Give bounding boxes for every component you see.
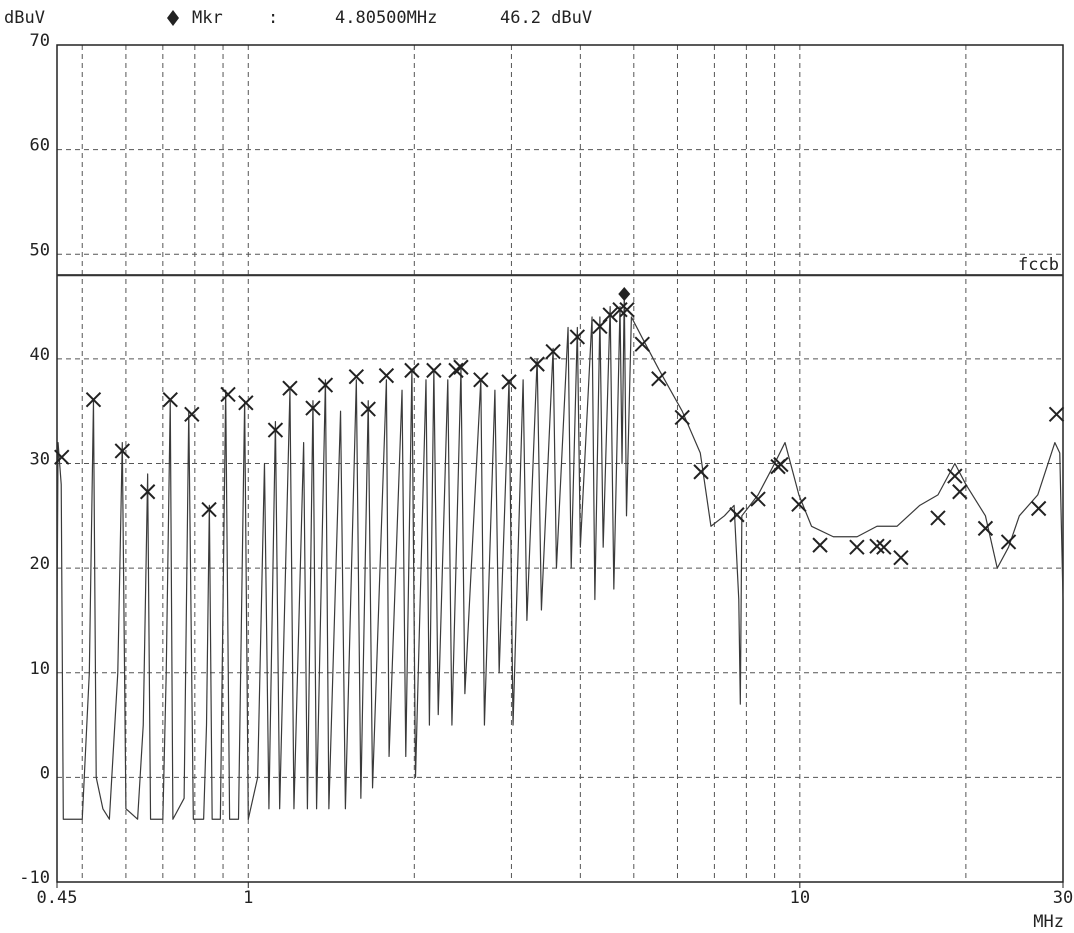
qp-point: [869, 538, 885, 554]
qp-point: [220, 386, 236, 403]
y-tick-label: 10: [30, 659, 50, 679]
qp-point: [378, 367, 395, 384]
y-tick-label: 0: [40, 763, 50, 783]
qp-point: [977, 520, 994, 537]
trace-line: [56, 293, 1064, 820]
qp-point: [612, 301, 628, 318]
marker: [618, 287, 631, 302]
marker-level: 46.2 dBuV: [500, 8, 592, 28]
qp-point: [849, 539, 865, 555]
qp-point: [184, 406, 200, 423]
qp-point: [529, 356, 545, 372]
y-tick-label: -10: [19, 868, 50, 888]
qp-point: [619, 301, 635, 318]
y-tick-label: 50: [30, 240, 50, 260]
qp-point: [501, 374, 517, 390]
qp-point: [602, 307, 618, 323]
qp-point: [360, 401, 376, 417]
qp-point: [893, 549, 909, 566]
y-tick-label: 60: [30, 136, 50, 156]
qp-point: [930, 510, 946, 526]
qp-point: [162, 391, 178, 408]
qp-point: [693, 464, 709, 480]
qp-point: [952, 484, 968, 500]
plot-frame: [56, 44, 1064, 883]
qp-point: [569, 329, 586, 345]
x-tick-label: 10: [790, 888, 810, 908]
qp-point: [404, 362, 420, 379]
qp-point: [750, 491, 766, 507]
x-tick-label: 1: [243, 888, 253, 908]
qp-point: [238, 395, 254, 411]
y-tick-label: 30: [30, 450, 50, 470]
qp-point: [426, 362, 442, 379]
qp-point: [54, 449, 70, 465]
qp-point: [791, 496, 807, 513]
y-tick-label: 70: [30, 31, 50, 51]
marker-frequency: 4.80500MHz: [335, 8, 437, 28]
y-tick-label: 40: [30, 345, 50, 365]
qp-point: [348, 368, 365, 385]
qp-point: [114, 443, 130, 459]
qp-point: [651, 371, 667, 387]
qp-point: [305, 400, 321, 416]
x-tick-label: 0.45: [37, 888, 78, 908]
x-tick-label: 30: [1053, 888, 1073, 908]
qp-point: [729, 507, 745, 523]
qp-point: [1000, 534, 1017, 550]
qp-point: [812, 537, 828, 553]
qp-point: [201, 501, 217, 518]
qp-point: [545, 343, 561, 360]
qp-point: [1048, 406, 1065, 423]
x-axis-label: MHz: [1033, 912, 1064, 932]
qp-point: [1030, 500, 1047, 517]
qp-point: [674, 409, 690, 426]
marker-symbol: [167, 10, 179, 26]
marker-label: Mkr: [192, 8, 223, 28]
marker-separator: :: [268, 8, 278, 28]
qp-point: [947, 468, 963, 484]
qp-point: [473, 372, 489, 388]
qp-point: [282, 380, 298, 396]
qp-point: [317, 377, 334, 393]
qp-point: [453, 359, 469, 375]
limit-label: fccb: [1018, 255, 1059, 275]
qp-point: [85, 391, 102, 408]
qp-point: [267, 422, 284, 438]
y-axis-label: dBuV: [4, 8, 45, 28]
qp-point: [773, 456, 789, 473]
qp-point: [139, 484, 156, 500]
y-tick-label: 20: [30, 554, 50, 574]
qp-point: [876, 539, 892, 555]
qp-point: [634, 336, 650, 352]
